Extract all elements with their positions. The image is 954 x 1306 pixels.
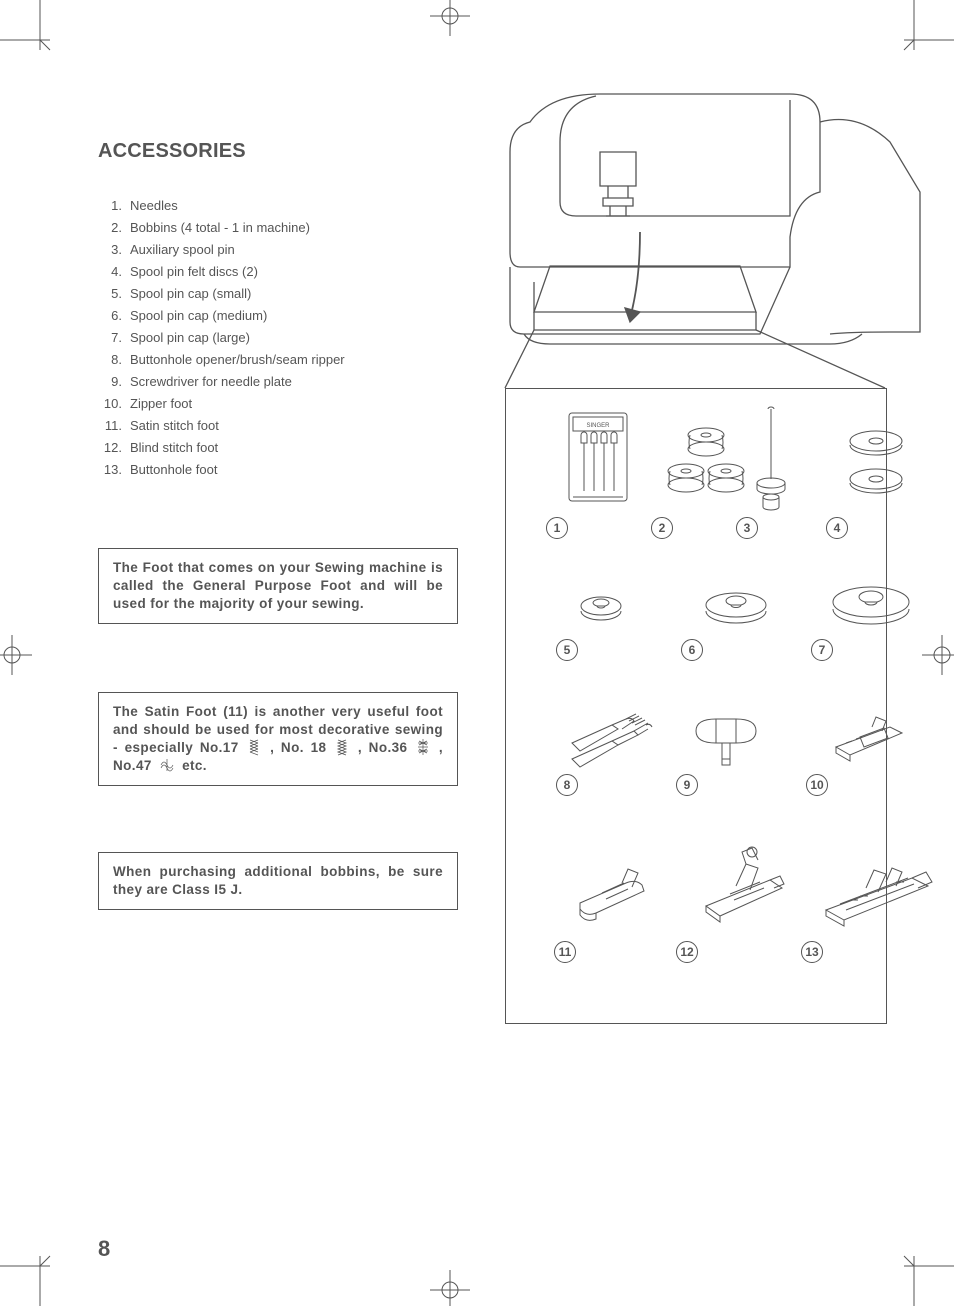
circled-number: 2: [651, 517, 673, 539]
list-item: 8.Buttonhole opener/brush/seam ripper: [100, 349, 345, 371]
circled-number: 5: [556, 639, 578, 661]
list-item: 3.Auxiliary spool pin: [100, 239, 345, 261]
circled-number: 4: [826, 517, 848, 539]
crop-mark-bl: [0, 1246, 60, 1306]
list-item: 4.Spool pin felt discs (2): [100, 261, 345, 283]
list-item: 7.Spool pin cap (large): [100, 327, 345, 349]
circled-number: 6: [681, 639, 703, 661]
list-item: 12.Blind stitch foot: [100, 437, 345, 459]
circled-number: 11: [554, 941, 576, 963]
stitch-icon-36: [416, 739, 430, 755]
note-general-purpose-foot: The Foot that comes on your Sewing machi…: [98, 548, 458, 624]
registration-mark-top: [430, 0, 470, 36]
circled-number: 7: [811, 639, 833, 661]
list-item: 9.Screwdriver for needle plate: [100, 371, 345, 393]
circled-number: 1: [546, 517, 568, 539]
circled-number: 3: [736, 517, 758, 539]
list-item: 1.Needles: [100, 195, 345, 217]
stitch-icon-17: [247, 739, 261, 755]
circled-number: 9: [676, 774, 698, 796]
sewing-machine-illustration: [490, 82, 920, 392]
accessory-list: 1.Needles 2.Bobbins (4 total - 1 in mach…: [100, 195, 345, 481]
note-satin-foot: The Satin Foot (11) is another very usef…: [98, 692, 458, 786]
circled-number: 8: [556, 774, 578, 796]
svg-text:SINGER: SINGER: [586, 423, 610, 429]
stitch-icon-18: [335, 739, 349, 755]
accessory-diagram-frame: SINGER 1: [505, 388, 887, 1024]
list-item: 6.Spool pin cap (medium): [100, 305, 345, 327]
crop-mark-tl: [0, 0, 60, 60]
page-number: 8: [98, 1236, 110, 1262]
list-item: 5.Spool pin cap (small): [100, 283, 345, 305]
registration-mark-bottom: [430, 1270, 470, 1306]
list-item: 13.Buttonhole foot: [100, 459, 345, 481]
manual-page: ACCESSORIES 1.Needles 2.Bobbins (4 total…: [0, 0, 954, 1306]
registration-mark-left: [0, 635, 32, 675]
list-item: 10.Zipper foot: [100, 393, 345, 415]
section-title: ACCESSORIES: [98, 140, 246, 163]
stitch-icon-47: [158, 757, 176, 773]
note-bobbin-class: When purchasing additional bobbins, be s…: [98, 852, 458, 910]
circled-number: 10: [806, 774, 828, 796]
crop-mark-tr: [894, 0, 954, 60]
circled-number: 12: [676, 941, 698, 963]
registration-mark-right: [922, 635, 954, 675]
crop-mark-br: [894, 1246, 954, 1306]
list-item: 2.Bobbins (4 total - 1 in machine): [100, 217, 345, 239]
circled-number: 13: [801, 941, 823, 963]
list-item: 11.Satin stitch foot: [100, 415, 345, 437]
